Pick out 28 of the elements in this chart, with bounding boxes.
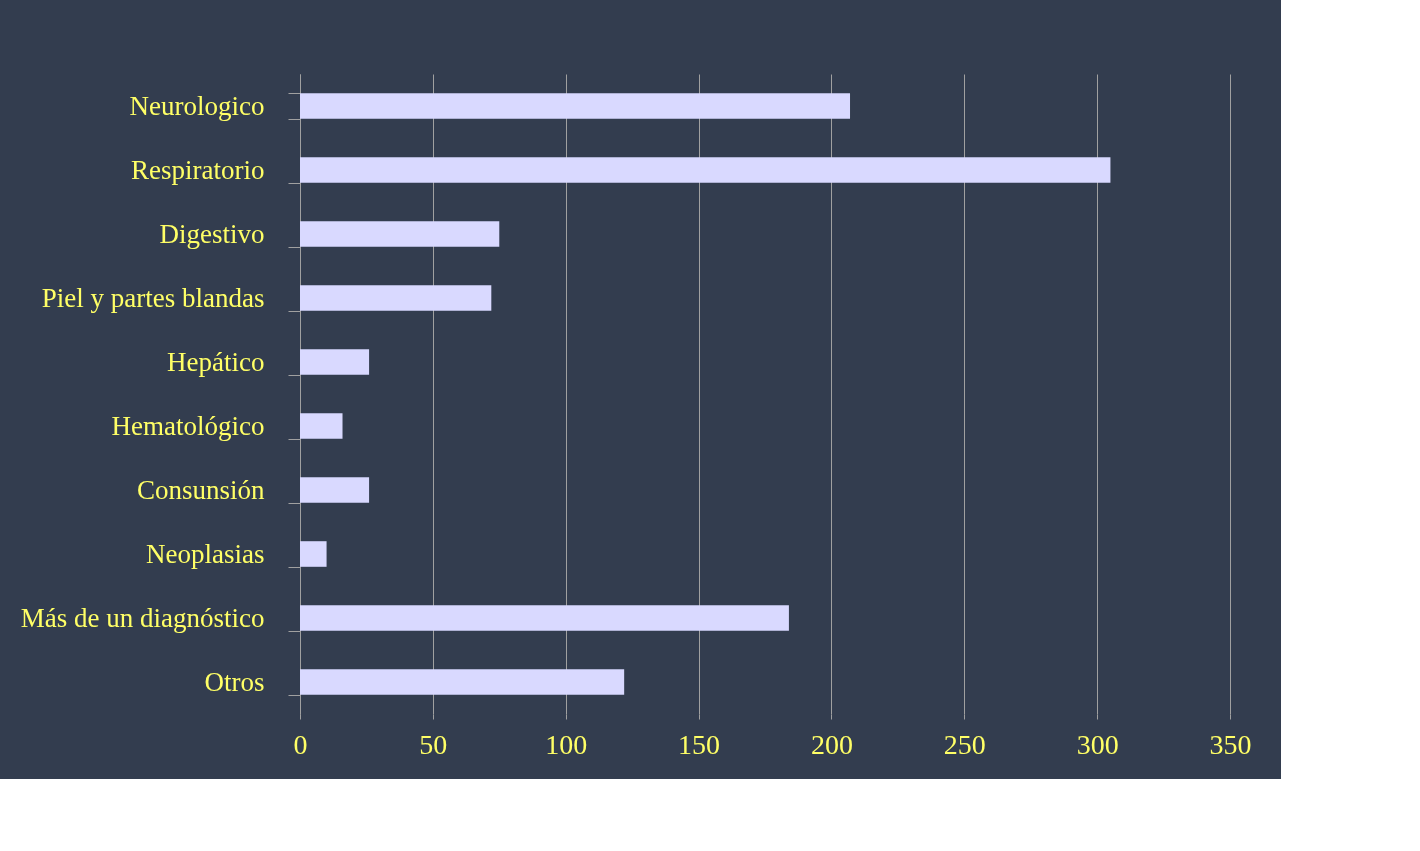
bar bbox=[300, 157, 1111, 183]
y-tick-label: Más de un diagnóstico bbox=[20, 602, 265, 633]
x-tick-label: 250 bbox=[943, 728, 986, 760]
bar bbox=[300, 93, 851, 119]
x-tick-label: 50 bbox=[419, 728, 448, 760]
y-tick-label: Piel y partes blandas bbox=[41, 282, 265, 313]
y-tick-label: Neoplasias bbox=[146, 538, 265, 569]
x-tick-label: 200 bbox=[810, 728, 853, 760]
bar bbox=[300, 285, 492, 311]
y-tick-label: Neurologico bbox=[129, 90, 265, 121]
bar bbox=[300, 349, 370, 375]
bar bbox=[300, 669, 625, 695]
x-tick-label: 300 bbox=[1076, 728, 1119, 760]
y-tick-label: Respiratorio bbox=[131, 154, 265, 185]
y-tick-label: Hepático bbox=[167, 346, 265, 377]
x-tick-label: 100 bbox=[545, 728, 588, 760]
y-tick-label: Consunsión bbox=[136, 474, 265, 505]
bar bbox=[300, 477, 370, 503]
bar bbox=[300, 413, 343, 439]
x-tick-label: 0 bbox=[293, 728, 308, 760]
y-tick-label: Otros bbox=[204, 666, 265, 697]
bar bbox=[300, 221, 500, 247]
bar bbox=[300, 605, 789, 631]
x-tick-label: 350 bbox=[1209, 728, 1252, 760]
y-tick-label: Hematológico bbox=[111, 410, 265, 441]
y-tick-label: Digestivo bbox=[159, 218, 265, 249]
x-tick-label: 150 bbox=[678, 728, 721, 760]
bar bbox=[300, 541, 327, 567]
